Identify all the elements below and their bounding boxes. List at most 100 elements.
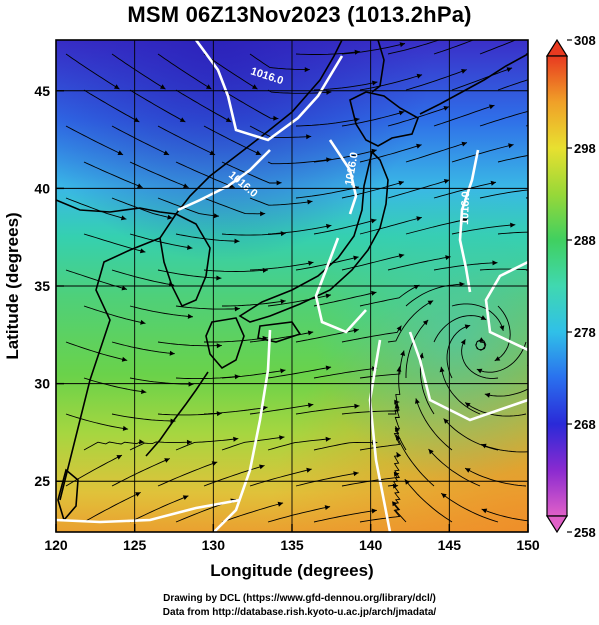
- streamline: [395, 434, 435, 487]
- streamline: [203, 197, 266, 215]
- streamline: [175, 161, 235, 189]
- streamline-arrow: [234, 306, 240, 312]
- streamline-arrow: [120, 215, 127, 221]
- isobar-south: [213, 329, 272, 532]
- streamline-arrow: [307, 199, 313, 205]
- streamline-arrow: [428, 449, 434, 455]
- streamline-arrow: [117, 150, 124, 155]
- x-tick-label: 125: [123, 537, 147, 553]
- streamline-arrow: [481, 508, 488, 514]
- streamline: [267, 224, 332, 235]
- streamline: [527, 364, 528, 366]
- coastlines: [56, 40, 528, 522]
- streamline-arrow: [233, 436, 239, 442]
- streamline: [249, 53, 310, 71]
- streamline-arrow: [306, 467, 312, 473]
- streamline: [221, 369, 286, 379]
- streamline: [440, 366, 481, 415]
- streamline-arrow: [462, 217, 469, 223]
- streamline-arrow: [393, 471, 400, 477]
- streamline: [461, 339, 499, 379]
- coastline-korea: [159, 212, 211, 308]
- streamline: [387, 40, 441, 55]
- streamline-arrow: [225, 117, 232, 122]
- streamline-arrow: [116, 455, 122, 460]
- streamline: [387, 106, 450, 127]
- x-tick-label: 130: [202, 537, 226, 553]
- streamline-arrow: [279, 435, 285, 441]
- streamline: [83, 377, 147, 393]
- colorbar-tick-label: 268: [574, 417, 596, 432]
- x-tick-label: 145: [438, 537, 462, 553]
- streamline: [221, 436, 285, 451]
- streamline-arrow: [416, 73, 423, 79]
- streamline: [157, 341, 222, 347]
- streamline: [446, 324, 471, 379]
- streamline: [129, 161, 189, 189]
- coastline-shikoku: [257, 321, 302, 343]
- streamline-arrow: [280, 368, 286, 374]
- streamline-arrow: [370, 218, 377, 224]
- streamline: [313, 219, 377, 235]
- streamline: [83, 441, 145, 451]
- streamline-arrow: [353, 328, 359, 333]
- streamline: [83, 491, 141, 523]
- streamline-arrow: [122, 425, 129, 431]
- streamline-arrow: [139, 439, 145, 445]
- streamline: [129, 495, 189, 523]
- streamline-arrow: [443, 106, 449, 111]
- streamline-arrow: [396, 452, 402, 458]
- streamline-arrow: [326, 223, 332, 229]
- streamline-arrow: [465, 468, 471, 473]
- streamline: [497, 79, 528, 91]
- streamline: [65, 454, 123, 487]
- streamline-arrow: [398, 253, 405, 259]
- streamline: [451, 303, 504, 332]
- streamline-arrow: [216, 275, 222, 281]
- streamline: [157, 269, 222, 279]
- streamline: [157, 197, 220, 217]
- streamline-arrow: [488, 31, 494, 36]
- streamline: [433, 104, 495, 127]
- y-tick-label: 40: [34, 180, 50, 196]
- streamline: [405, 218, 469, 235]
- streamline-arrow: [539, 268, 544, 273]
- streamline-arrow: [398, 110, 405, 116]
- streamline-arrow: [441, 493, 447, 499]
- streamline: [157, 53, 212, 90]
- isobars: [56, 40, 528, 532]
- contour-label: 1016.0: [343, 151, 361, 186]
- streamline-arrow: [179, 117, 186, 122]
- streamline-arrow: [277, 501, 284, 507]
- coastline-kyushu: [205, 317, 245, 370]
- coastline-taiwan: [57, 468, 79, 522]
- graticule: [56, 40, 528, 532]
- streamline-arrow: [307, 330, 314, 336]
- streamline-arrow: [252, 84, 258, 90]
- streamline-arrow: [216, 411, 222, 417]
- x-axis: 120 125 130 135 140 145 150: [44, 524, 540, 553]
- streamline: [111, 53, 166, 90]
- streamline: [175, 438, 239, 451]
- coastline-kurils: [419, 53, 528, 115]
- streamline: [433, 40, 475, 55]
- streamline: [83, 89, 140, 123]
- streamline: [129, 89, 186, 123]
- streamline-arrow: [141, 389, 147, 394]
- streamline: [440, 492, 499, 523]
- streamline: [341, 181, 405, 199]
- streamline-arrow: [354, 403, 360, 409]
- credits: Drawing by DCL (https://www.gfd-dennou.o…: [0, 592, 599, 620]
- streamline-arrow: [479, 337, 485, 342]
- streamline: [157, 125, 216, 156]
- streamline: [415, 398, 453, 451]
- streamline-arrow: [262, 405, 268, 411]
- streamline-arrow: [306, 134, 312, 140]
- streamline-arrow: [137, 183, 143, 188]
- colorbar-tick-label: 308: [574, 33, 596, 48]
- streamline-arrow: [114, 84, 120, 90]
- streamline: [464, 402, 527, 417]
- streamline-arrow: [255, 150, 262, 155]
- coastline-sakhalin: [371, 40, 385, 93]
- map-title: MSM 06Z13Nov2023 (1013.2hPa): [127, 2, 472, 27]
